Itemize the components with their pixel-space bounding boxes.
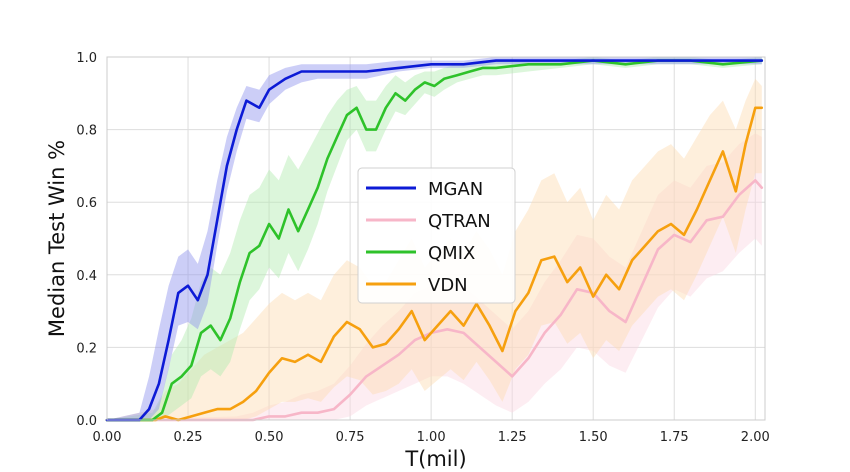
qtran-line: [105, 179, 764, 422]
x-tick-label: 1.50: [579, 430, 608, 445]
x-tick-label: 0.75: [336, 430, 365, 445]
legend-label-qmix: QMIX: [428, 243, 475, 264]
y-tick-label: 0.0: [76, 414, 97, 429]
x-tick-label: 1.00: [417, 430, 446, 445]
legend-label-vdn: VDN: [428, 275, 468, 296]
x-tick-label: 1.75: [660, 430, 689, 445]
mgan-line: [105, 59, 764, 422]
x-tick-label: 2.00: [741, 430, 770, 445]
x-tick-label: 0.00: [93, 430, 122, 445]
x-tick-label: 0.25: [174, 430, 203, 445]
x-tick-label: 0.50: [255, 430, 284, 445]
y-tick-label: 0.8: [76, 124, 97, 139]
legend-label-qtran: QTRAN: [428, 211, 491, 232]
series-lines: [105, 59, 764, 422]
y-tick-label: 0.2: [76, 341, 97, 356]
y-tick-label: 1.0: [76, 51, 97, 66]
y-tick-label: 0.4: [76, 269, 97, 284]
qtran-band: [107, 133, 762, 420]
vdn-line: [105, 106, 764, 422]
legend-box: [357, 167, 516, 304]
legend: MGAN QTRAN QMIX VDN: [357, 167, 516, 304]
x-axis-label: T(mil): [404, 447, 466, 471]
vdn-band: [107, 78, 762, 421]
qmix-line: [105, 59, 764, 422]
plot-frame: [106, 56, 766, 421]
x-tick-label: 1.25: [498, 430, 527, 445]
y-tick-labels: 0.0 0.2 0.4 0.6 0.8 1.0: [76, 51, 97, 429]
y-tick-label: 0.6: [76, 196, 97, 211]
legend-label-mgan: MGAN: [428, 179, 483, 200]
y-axis-label: Median Test Win %: [45, 140, 69, 337]
x-tick-labels: 0.00 0.25 0.50 0.75 1.00 1.25 1.50 1.75 2.00: [93, 430, 770, 445]
